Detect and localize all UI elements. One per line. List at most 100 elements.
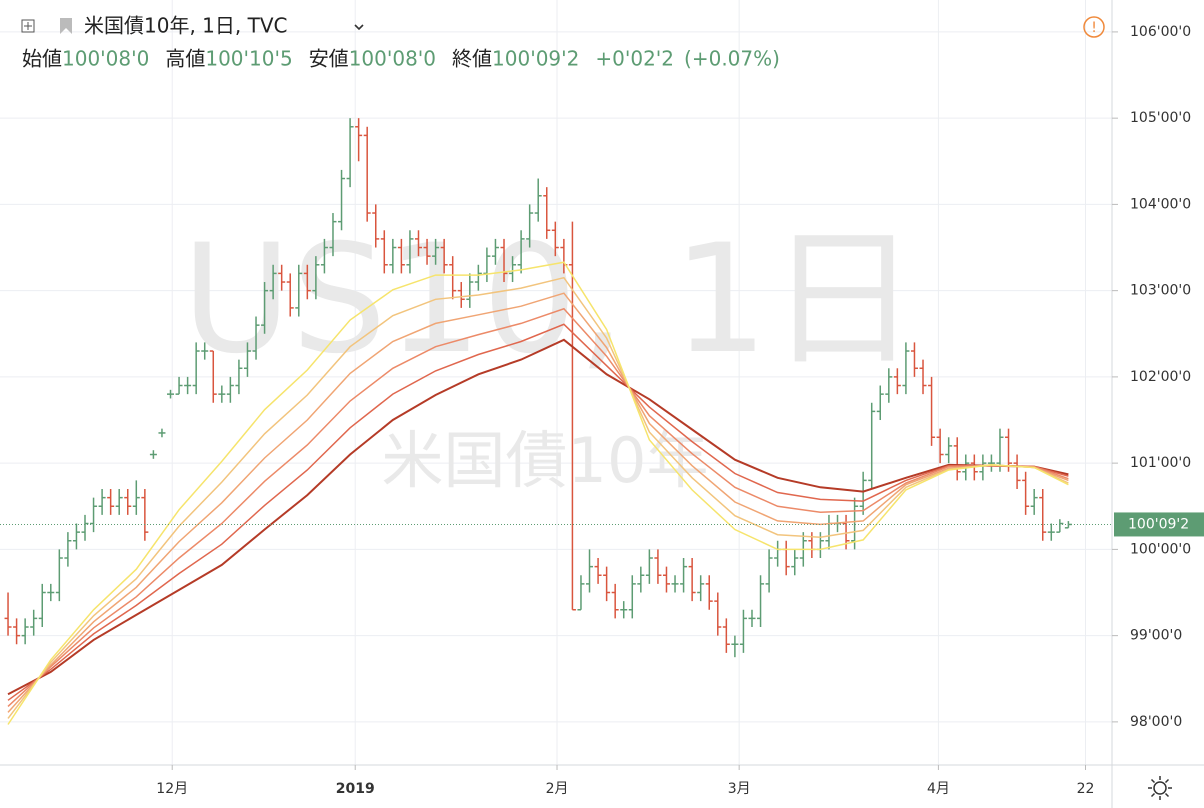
ohlc-bar (372, 204, 380, 248)
settings-icon[interactable] (1153, 781, 1167, 795)
ohlc-bar (500, 238, 508, 283)
ohlc-bar (1039, 489, 1047, 541)
ohlc-bar (124, 489, 132, 515)
ohlc-bar (38, 583, 46, 628)
ohlc-bar (526, 204, 534, 248)
ohlc-bar (722, 618, 730, 653)
ma-line (7, 261, 1069, 725)
ohlc-bar (551, 221, 559, 257)
ohlc-bar (791, 549, 799, 576)
y-tick-label: 99'00'0 (1130, 628, 1182, 644)
symbol-title[interactable]: 米国債10年, 1日, TVC (84, 14, 287, 38)
ohlc-bar (731, 635, 739, 658)
ohlc-bar (432, 238, 440, 265)
ohlc-bar (928, 376, 936, 446)
ohlc-bar (30, 609, 38, 636)
ohlc-bar (868, 402, 876, 490)
ohlc-bar (303, 264, 311, 300)
ohlc-bar (363, 126, 371, 222)
ohlc-bar (662, 566, 670, 593)
ohlc-bar (697, 575, 705, 602)
ohlc-bar (910, 342, 918, 377)
ohlc-bar (671, 575, 679, 593)
flag-icon[interactable] (60, 18, 72, 34)
ohlc-bar (902, 342, 910, 395)
ohlc-value: 100'09'2 (492, 47, 579, 71)
x-tick-label: 3月 (728, 781, 751, 797)
ohlc-bar (739, 609, 747, 653)
ohlc-bar (414, 230, 422, 257)
ohlc-bar (98, 489, 106, 515)
ohlc-bar (586, 549, 594, 593)
expand-icon[interactable] (21, 19, 35, 33)
ohlc-bar (509, 256, 517, 283)
ohlc-label: 安値 (309, 47, 349, 71)
change-value: +0'02'2 (595, 47, 674, 71)
last-price-box (1114, 512, 1204, 537)
ohlc-bar (252, 316, 260, 360)
ohlc-bar (765, 549, 773, 593)
ohlc-bar (457, 282, 465, 308)
ohlc-bar (72, 523, 80, 550)
ohlc-bar (90, 497, 98, 533)
ohlc-bar (406, 230, 414, 274)
alert-icon[interactable] (1083, 16, 1105, 38)
ohlc-bar (919, 359, 927, 395)
ohlc-bar (81, 514, 89, 541)
ohlc-bar (115, 489, 123, 515)
ohlc-bar (782, 540, 790, 576)
ohlc-bar (338, 169, 346, 231)
ohlc-bar (4, 592, 12, 636)
last-price-label: 100'09'2 (1128, 516, 1189, 532)
ohlc-bar (757, 575, 765, 628)
y-tick-label: 104'00'0 (1130, 196, 1191, 212)
ohlc-bar (893, 368, 901, 395)
ohlc-bar (261, 282, 269, 334)
ohlc-bar (175, 376, 183, 395)
settings-icon[interactable] (1148, 776, 1172, 800)
ohlc-bar (543, 187, 551, 239)
ma-line (7, 307, 1069, 707)
ohlc-bar (620, 601, 628, 619)
y-tick-label: 106'00'0 (1130, 24, 1191, 40)
x-tick-label: 22 (1077, 781, 1095, 797)
ohlc-bar (1005, 428, 1013, 472)
ohlc-bar (149, 450, 157, 459)
ohlc-bar (936, 428, 944, 464)
ohlc-bar (107, 489, 115, 515)
ohlc-bar (603, 566, 611, 602)
ohlc-bar (816, 532, 824, 559)
ohlc-bar (705, 575, 713, 610)
ohlc-bar (680, 558, 688, 593)
ohlc-bar (218, 385, 226, 403)
y-tick-label: 102'00'0 (1130, 369, 1191, 385)
ohlc-bar (13, 618, 21, 645)
ohlc-bar (312, 256, 320, 300)
watermark-layer: US10, 1日 米国債10年 (182, 213, 919, 497)
ohlc-bar (594, 558, 602, 584)
ohlc-bar (491, 238, 499, 265)
ohlc-bar (440, 238, 448, 274)
ohlc-bar (654, 549, 662, 584)
ohlc-bar (355, 118, 363, 162)
x-tick-label: 2月 (546, 781, 569, 797)
ohlc-bar (21, 618, 29, 645)
ohlc-bar (859, 471, 867, 515)
ohlc-bar (64, 532, 72, 567)
ohlc-bar (688, 558, 696, 602)
plot-layer (0, 118, 1112, 725)
dropdown-icon[interactable] (354, 24, 364, 31)
ohlc-bar (851, 497, 859, 550)
ohlc-bar (449, 256, 457, 300)
ma-line (7, 276, 1069, 719)
ohlc-bar (380, 230, 388, 274)
ohlc-bar (397, 238, 405, 274)
ohlc-label: 終値 (452, 47, 492, 71)
ohlc-bar (534, 178, 542, 222)
ohlc-bar (286, 273, 294, 317)
settings-icon (1148, 776, 1172, 800)
ohlc-bar (329, 213, 337, 257)
x-tick-label: 12月 (156, 781, 188, 797)
